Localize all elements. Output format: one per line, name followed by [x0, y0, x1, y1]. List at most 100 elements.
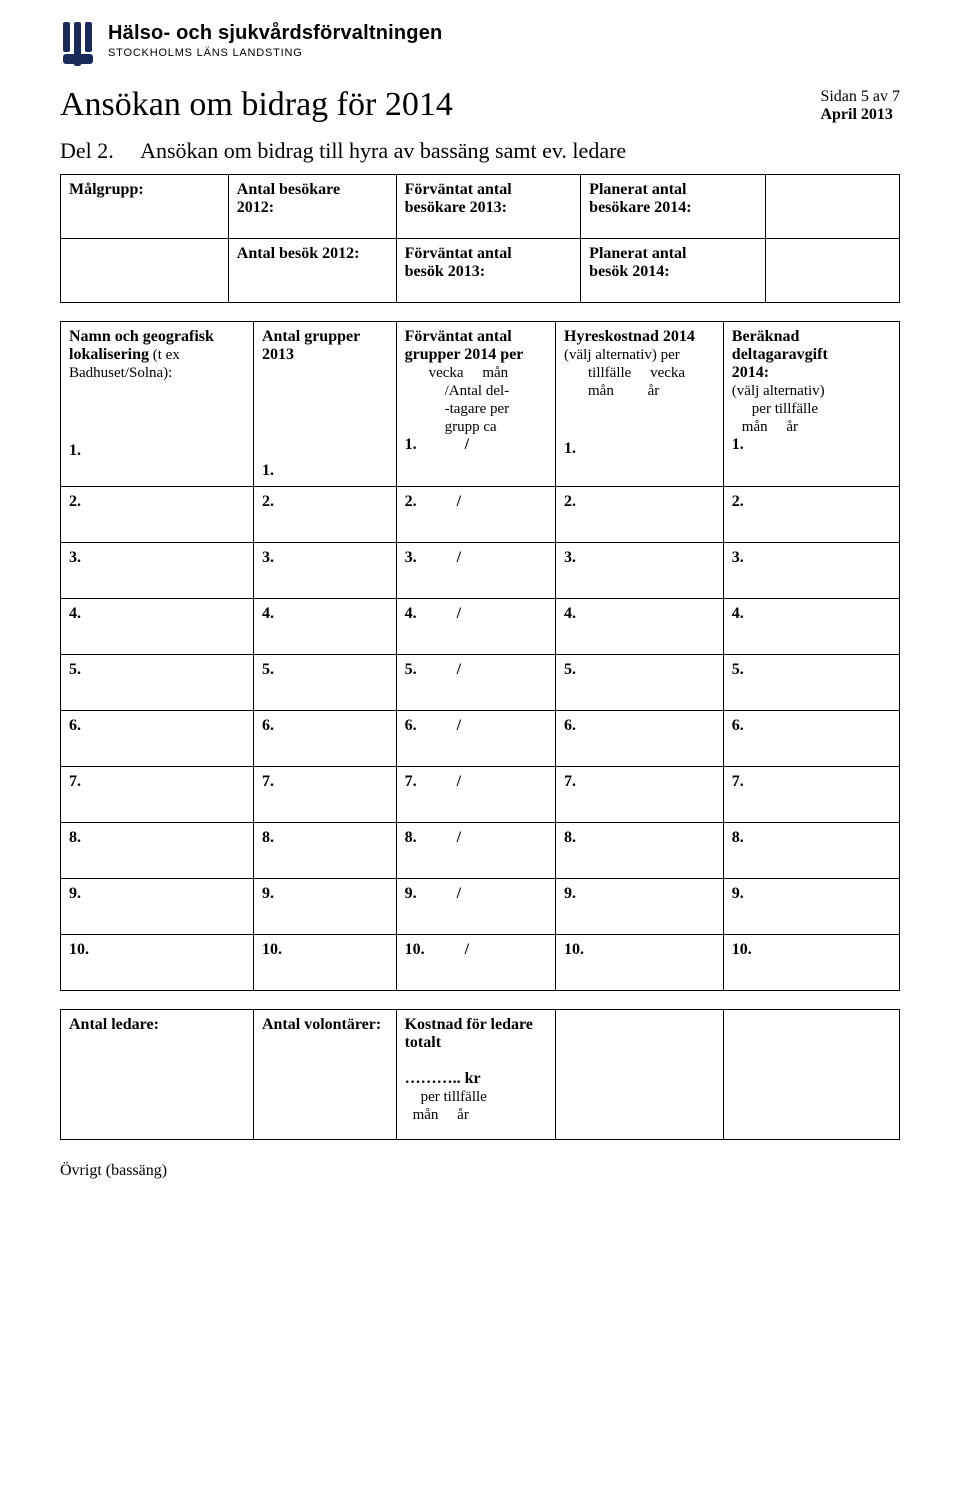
text: Badhuset/Solna):	[69, 365, 172, 381]
table-row: 8.8.8./8.8.	[61, 823, 900, 879]
document-title: Ansökan om bidrag för 2014	[60, 86, 453, 124]
row-slash-cell: 3./	[396, 543, 555, 599]
slash: /	[465, 436, 469, 453]
label-antal-ledare: Antal ledare:	[61, 1010, 254, 1140]
table-row: 6.6.6./6.6.	[61, 711, 900, 767]
text: mån	[413, 1107, 439, 1123]
section-heading: Del 2. Ansökan om bidrag till hyra av ba…	[60, 138, 900, 164]
empty-cell	[556, 1010, 724, 1140]
text: Kostnad för ledare	[405, 1016, 533, 1033]
text: (välj alternativ) per	[564, 347, 680, 363]
empty-cell	[765, 239, 899, 303]
page-indicator: Sidan 5 av 7	[820, 88, 900, 106]
org-name: Hälso- och sjukvårdsförvaltningen	[108, 22, 442, 45]
row-number: 3.	[253, 543, 396, 599]
text: Hyreskostnad 2014	[564, 328, 695, 345]
row-slash-cell: 10./	[396, 935, 555, 991]
text: grupp ca	[405, 419, 497, 436]
row-number: 5.	[723, 655, 899, 711]
row-number: 8.	[253, 823, 396, 879]
row-number: 9.	[253, 879, 396, 935]
row-number: 5.	[253, 655, 396, 711]
row-number: 9.	[556, 879, 724, 935]
row-number: 8.	[723, 823, 899, 879]
text: Planerat antal	[589, 245, 686, 262]
row-number: 10.	[253, 935, 396, 991]
row-slash-cell: 2./	[396, 487, 555, 543]
text: 2012:	[237, 199, 274, 216]
row-number: 1.	[732, 436, 744, 453]
table-row: 7.7.7./7.7.	[61, 767, 900, 823]
table-row: 2.2.2./2.2.	[61, 487, 900, 543]
row-number: 10.	[556, 935, 724, 991]
document-date: April 2013	[820, 106, 900, 124]
empty-cell	[723, 1010, 899, 1140]
text: besökare 2013:	[405, 199, 507, 216]
row-number: 10.	[723, 935, 899, 991]
text: per tillfälle	[405, 1089, 487, 1106]
label-malgrupp: Målgrupp:	[61, 175, 229, 239]
text: (välj alternativ)	[732, 383, 825, 399]
text: besökare 2014:	[589, 199, 691, 216]
text: mån	[482, 365, 508, 381]
table-row: 10.10.10./10.10.	[61, 935, 900, 991]
text: ……….. kr	[405, 1070, 481, 1087]
row-number: 3.	[723, 543, 899, 599]
text: Beräknad	[732, 328, 800, 345]
label-besokare-2014: Planerat antal besökare 2014:	[581, 175, 766, 239]
label-besokare-2013: Förväntat antal besökare 2013:	[396, 175, 581, 239]
row-number: 1.	[405, 436, 417, 453]
row-number: 1.	[564, 440, 576, 457]
label-besok-2012: Antal besök 2012:	[228, 239, 396, 303]
row-number: 8.	[556, 823, 724, 879]
row-number: 9.	[723, 879, 899, 935]
text: mån	[742, 419, 768, 435]
text: Planerat antal	[589, 181, 686, 198]
text: mån	[588, 383, 614, 399]
row-number: 7.	[723, 767, 899, 823]
col-header-fee-2014: Beräknad deltagaravgift 2014: (välj alte…	[723, 322, 899, 487]
row-number: 9.	[61, 879, 254, 935]
text: Förväntat antal	[405, 245, 512, 262]
text: 2014:	[732, 364, 769, 381]
row-number: 4.	[253, 599, 396, 655]
text: år	[648, 383, 660, 399]
text: år	[786, 419, 798, 435]
row-number: 6.	[556, 711, 724, 767]
row-number: 3.	[556, 543, 724, 599]
row-number: 2.	[61, 487, 254, 543]
row-number: 2.	[253, 487, 396, 543]
row-number: 1.	[69, 442, 81, 459]
text: tillfälle	[588, 365, 631, 381]
row-number: 4.	[61, 599, 254, 655]
row-number: 6.	[61, 711, 254, 767]
summary-table: Målgrupp: Antal besökare 2012: Förväntat…	[60, 174, 900, 303]
label-besokare-2012: Antal besökare 2012:	[228, 175, 396, 239]
text: deltagaravgift	[732, 346, 828, 363]
part-label: Del 2.	[60, 138, 114, 163]
row-number: 6.	[253, 711, 396, 767]
landsting-logo-icon	[60, 20, 96, 68]
row-number: 7.	[556, 767, 724, 823]
label-besok-2014: Planerat antal besök 2014:	[581, 239, 766, 303]
row-number: 10.	[61, 935, 254, 991]
text: Antal besökare	[237, 181, 340, 198]
text: per tillfälle	[732, 401, 818, 418]
row-number: 7.	[253, 767, 396, 823]
row-slash-cell: 9./	[396, 879, 555, 935]
empty-cell	[765, 175, 899, 239]
table-row: 4.4.4./4.4.	[61, 599, 900, 655]
label-besok-2013: Förväntat antal besök 2013:	[396, 239, 581, 303]
text: lokalisering	[69, 346, 149, 363]
text: Namn och geografisk	[69, 328, 214, 345]
groups-table: Namn och geografisk lokalisering (t ex B…	[60, 321, 900, 991]
table-row: 5.5.5./5.5.	[61, 655, 900, 711]
row-number: 4.	[723, 599, 899, 655]
col-header-location: Namn och geografisk lokalisering (t ex B…	[61, 322, 254, 487]
leaders-table: Antal ledare: Antal volontärer: Kostnad …	[60, 1009, 900, 1140]
col-header-groups-2014: Förväntat antal grupper 2014 per vecka m…	[396, 322, 555, 487]
label-antal-volontarer: Antal volontärer:	[253, 1010, 396, 1140]
row-number: 4.	[556, 599, 724, 655]
text: grupper 2014 per	[405, 346, 524, 363]
label-kostnad-ledare: Kostnad för ledare totalt ……….. kr per t…	[396, 1010, 555, 1140]
